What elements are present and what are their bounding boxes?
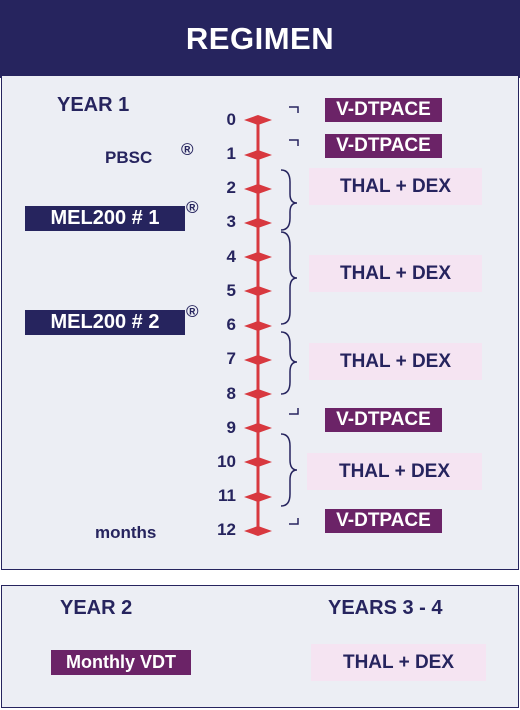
tick-label-1: 1 xyxy=(226,144,236,163)
brace-months-9-11 xyxy=(280,433,298,507)
brace-months-3-6 xyxy=(280,231,298,325)
tick-diamond-3 xyxy=(244,218,272,228)
registered-mark-mel1: ® xyxy=(186,198,199,217)
years34-label: YEARS 3 - 4 xyxy=(328,597,443,619)
tick-diamond-12 xyxy=(244,526,272,536)
registered-mark-pbsc: ® xyxy=(181,140,194,159)
vdtpace-box-3: V-DTPACE xyxy=(325,408,442,432)
tick-diamond-0 xyxy=(244,115,272,125)
tick-diamond-1 xyxy=(244,150,272,160)
tick-label-5: 5 xyxy=(226,281,236,300)
vdtpace-box-2: V-DTPACE xyxy=(325,134,442,158)
thal-dex-box-4: THAL + DEX xyxy=(307,453,482,490)
tick-label-10: 10 xyxy=(217,452,236,471)
tick-diamond-9 xyxy=(244,423,272,433)
year2-label: YEAR 2 xyxy=(60,597,133,619)
tick-label-8: 8 xyxy=(226,384,236,403)
tick-label-7: 7 xyxy=(226,349,236,368)
tick-label-9: 9 xyxy=(226,418,236,437)
corner-mark-0 xyxy=(289,106,299,113)
vdtpace-box-1: V-DTPACE xyxy=(325,98,442,122)
tick-diamond-10 xyxy=(244,457,272,467)
tick-diamond-11 xyxy=(244,492,272,502)
tick-label-4: 4 xyxy=(226,247,236,266)
tick-label-6: 6 xyxy=(226,315,236,334)
tick-label-0: 0 xyxy=(226,110,236,129)
thal-dex-box-3: THAL + DEX xyxy=(309,343,482,380)
title-bar: REGIMEN xyxy=(0,0,520,78)
monthly-vdt-box: Monthly VDT xyxy=(51,650,191,675)
tick-label-2: 2 xyxy=(226,178,236,197)
tick-diamond-2 xyxy=(244,184,272,194)
brace-months-2-3 xyxy=(280,169,298,231)
corner-mark-12 xyxy=(289,518,299,525)
vdtpace-box-4: V-DTPACE xyxy=(325,509,442,533)
year1-label: YEAR 1 xyxy=(57,94,130,116)
thal-dex-years34-box: THAL + DEX xyxy=(311,644,486,681)
months-label: months xyxy=(95,523,157,542)
tick-diamond-6 xyxy=(244,321,272,331)
registered-mark-mel2: ® xyxy=(186,302,199,321)
tick-label-3: 3 xyxy=(226,212,236,231)
corner-mark-9 xyxy=(289,408,299,415)
tick-label-12: 12 xyxy=(217,520,236,539)
mel200-1-box: MEL200 # 1 xyxy=(25,206,185,231)
thal-dex-box-2: THAL + DEX xyxy=(309,255,482,292)
tick-label-11: 11 xyxy=(218,486,236,505)
tick-diamond-7 xyxy=(244,355,272,365)
pbsc-label: PBSC xyxy=(105,148,153,167)
thal-dex-box-1: THAL + DEX xyxy=(309,168,482,205)
mel200-2-box: MEL200 # 2 xyxy=(25,310,185,335)
tick-diamond-4 xyxy=(244,252,272,262)
corner-mark-1 xyxy=(289,139,299,146)
tick-diamond-5 xyxy=(244,286,272,296)
tick-diamond-8 xyxy=(244,389,272,399)
page-title: REGIMEN xyxy=(185,21,335,56)
brace-months-6-8 xyxy=(280,331,298,395)
